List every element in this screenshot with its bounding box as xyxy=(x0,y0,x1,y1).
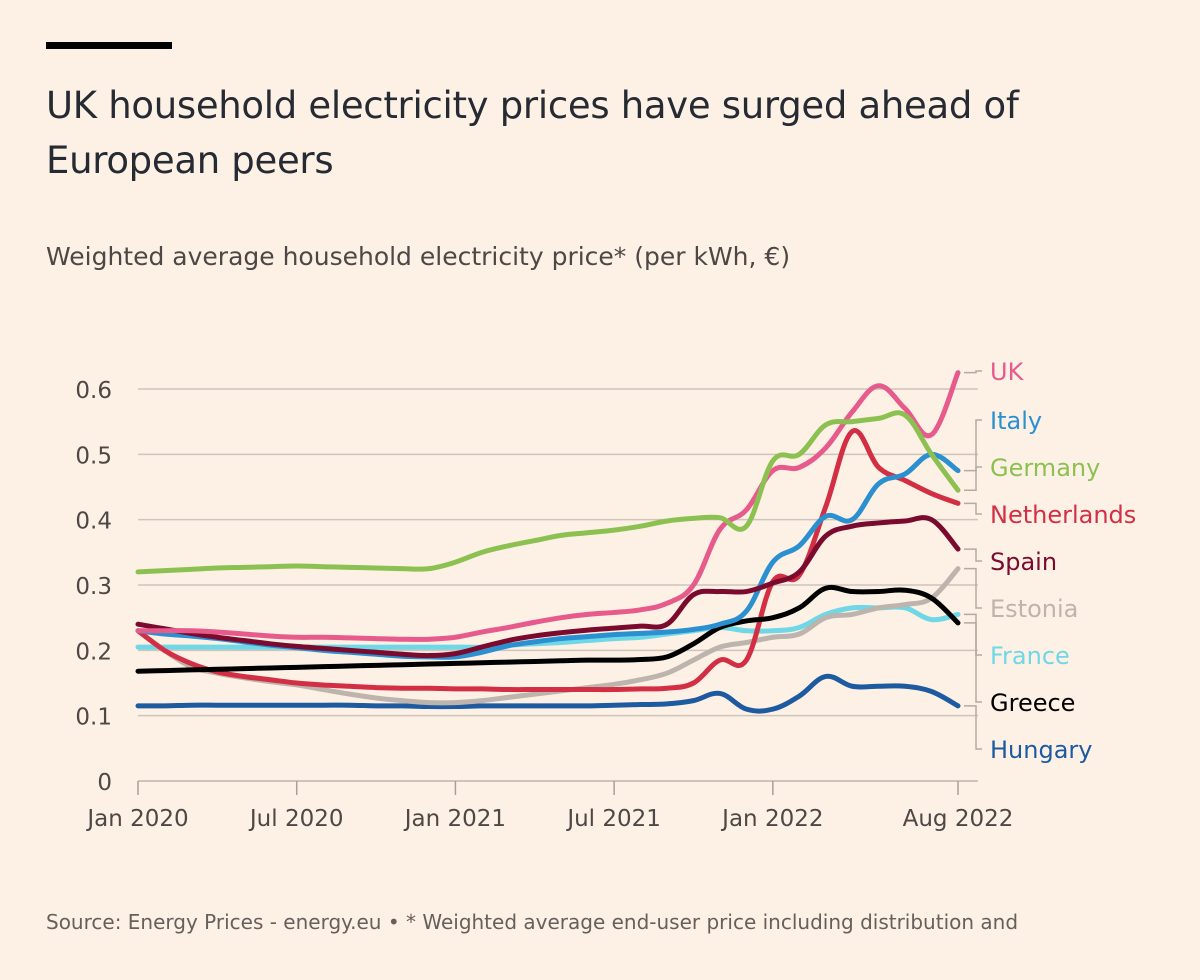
label-leader xyxy=(964,567,982,609)
series-label-germany: Germany xyxy=(990,454,1100,482)
source-note: Source: Energy Prices - energy.eu • * We… xyxy=(46,910,1019,934)
label-leader xyxy=(964,548,982,562)
x-tick-label: Aug 2022 xyxy=(903,806,1014,832)
series-label-netherlands: Netherlands xyxy=(990,501,1136,529)
label-leader xyxy=(964,613,982,656)
series-label-france: France xyxy=(990,642,1070,670)
label-leader xyxy=(964,502,982,515)
y-tick-label: 0.3 xyxy=(75,574,112,600)
series-line-spain xyxy=(135,515,961,659)
series-line-netherlands xyxy=(135,428,961,693)
series-line-greece xyxy=(135,584,961,674)
x-tick-label: Jul 2020 xyxy=(248,806,344,832)
label-leader xyxy=(964,370,982,374)
x-tick-label: Jul 2021 xyxy=(565,806,661,832)
series-label-uk: UK xyxy=(990,358,1025,386)
x-tick-label: Jan 2021 xyxy=(403,806,506,832)
y-tick-label: 0.4 xyxy=(75,509,112,535)
series-line-hungary xyxy=(135,673,961,714)
chart-title: UK household electricity prices have sur… xyxy=(46,84,1019,182)
series-label-greece: Greece xyxy=(990,689,1075,717)
chart-subtitle: Weighted average household electricity p… xyxy=(46,242,791,271)
y-tick-label: 0.1 xyxy=(75,705,112,731)
y-tick-label: 0.6 xyxy=(75,378,112,404)
label-leader xyxy=(964,622,982,703)
x-tick-label: Jan 2022 xyxy=(720,806,823,832)
brand-bar xyxy=(46,42,172,49)
label-leader xyxy=(964,419,982,472)
y-tick-label: 0.5 xyxy=(75,443,112,469)
series-line-germany xyxy=(135,410,961,575)
y-tick-label: 0 xyxy=(97,770,112,796)
series-label-spain: Spain xyxy=(990,548,1057,576)
series-label-hungary: Hungary xyxy=(990,736,1092,764)
label-leader xyxy=(964,705,982,750)
x-tick-label: Jan 2020 xyxy=(85,806,188,832)
series-line-uk xyxy=(135,370,961,642)
line-chart: 0 0.1 0.2 0.3 0.4 0.5 0.6 Jan 2020 Jul 2020 Jan 2… xyxy=(75,358,1136,832)
y-tick-label: 0.2 xyxy=(75,639,112,665)
series-label-estonia: Estonia xyxy=(990,595,1078,623)
series-label-italy: Italy xyxy=(990,407,1042,435)
label-leader xyxy=(964,466,982,492)
